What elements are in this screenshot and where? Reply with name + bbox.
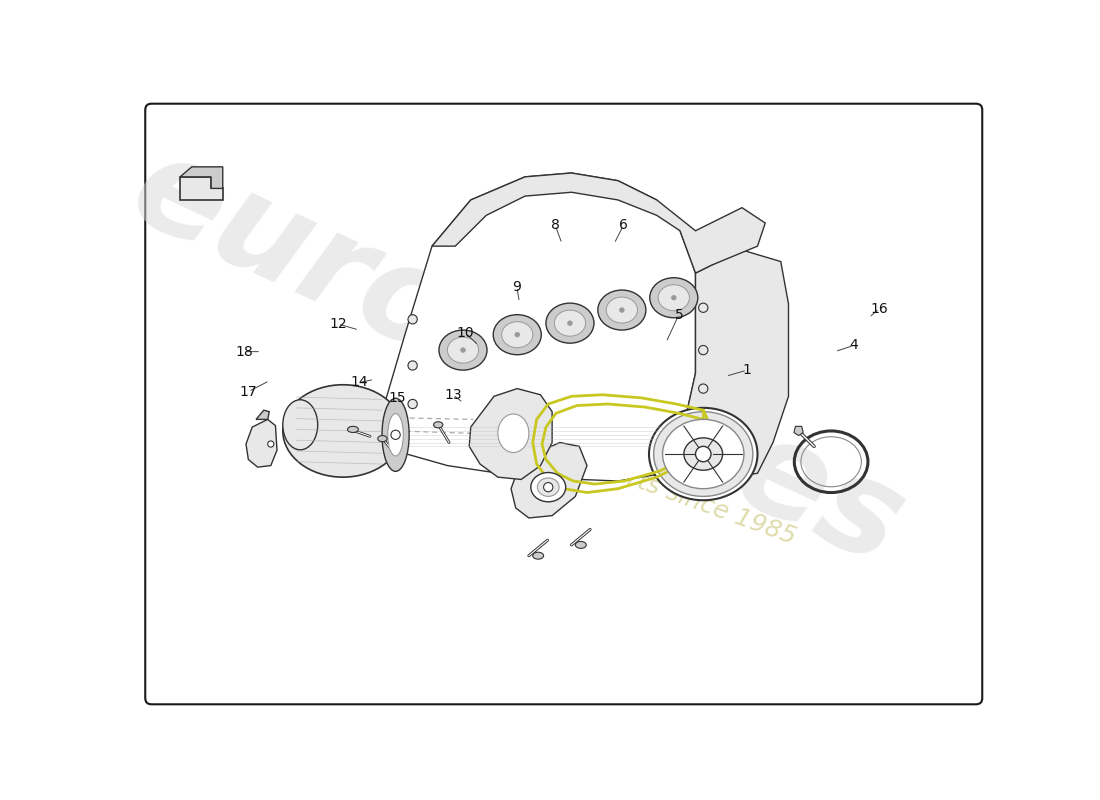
Polygon shape bbox=[256, 410, 270, 419]
Polygon shape bbox=[512, 442, 587, 518]
FancyBboxPatch shape bbox=[145, 104, 982, 704]
Text: eurospares: eurospares bbox=[112, 124, 923, 592]
Text: 15: 15 bbox=[388, 391, 406, 405]
Ellipse shape bbox=[653, 412, 752, 496]
Text: 14: 14 bbox=[350, 375, 368, 390]
Circle shape bbox=[698, 384, 708, 394]
Ellipse shape bbox=[283, 400, 318, 450]
Polygon shape bbox=[246, 419, 277, 467]
Ellipse shape bbox=[439, 330, 487, 370]
Text: 1: 1 bbox=[742, 363, 751, 377]
Ellipse shape bbox=[532, 552, 543, 559]
Circle shape bbox=[390, 430, 400, 439]
Ellipse shape bbox=[650, 278, 697, 318]
Polygon shape bbox=[180, 177, 222, 200]
Ellipse shape bbox=[649, 408, 758, 500]
Text: 12: 12 bbox=[329, 317, 346, 331]
Ellipse shape bbox=[502, 322, 532, 348]
Ellipse shape bbox=[498, 414, 529, 453]
Ellipse shape bbox=[388, 414, 404, 456]
Ellipse shape bbox=[531, 473, 565, 502]
Circle shape bbox=[543, 482, 553, 492]
Polygon shape bbox=[432, 173, 766, 273]
Polygon shape bbox=[794, 426, 803, 435]
Ellipse shape bbox=[377, 435, 387, 442]
Circle shape bbox=[408, 399, 417, 409]
Text: 8: 8 bbox=[551, 218, 560, 232]
Polygon shape bbox=[664, 250, 789, 481]
Circle shape bbox=[267, 441, 274, 447]
Circle shape bbox=[515, 332, 519, 337]
Polygon shape bbox=[470, 389, 552, 479]
Text: 9: 9 bbox=[513, 280, 521, 294]
Circle shape bbox=[408, 314, 417, 324]
Ellipse shape bbox=[575, 542, 586, 548]
Ellipse shape bbox=[538, 478, 559, 496]
Ellipse shape bbox=[546, 303, 594, 343]
Ellipse shape bbox=[283, 385, 403, 477]
Text: a passion for parts since 1985: a passion for parts since 1985 bbox=[437, 398, 800, 549]
Circle shape bbox=[408, 361, 417, 370]
Ellipse shape bbox=[382, 398, 409, 471]
Circle shape bbox=[698, 346, 708, 354]
Text: 10: 10 bbox=[456, 326, 474, 340]
Text: 5: 5 bbox=[674, 308, 683, 322]
Ellipse shape bbox=[493, 314, 541, 354]
Ellipse shape bbox=[348, 426, 359, 433]
Text: 4: 4 bbox=[849, 338, 858, 353]
Circle shape bbox=[461, 348, 465, 353]
Text: 17: 17 bbox=[240, 385, 257, 398]
Ellipse shape bbox=[554, 310, 585, 336]
Circle shape bbox=[671, 295, 676, 300]
Circle shape bbox=[695, 446, 711, 462]
Text: 16: 16 bbox=[870, 302, 888, 315]
Text: 13: 13 bbox=[444, 388, 462, 402]
Polygon shape bbox=[180, 167, 222, 188]
Text: 6: 6 bbox=[619, 218, 628, 232]
Ellipse shape bbox=[433, 422, 443, 428]
Circle shape bbox=[619, 308, 624, 312]
Ellipse shape bbox=[606, 297, 638, 323]
Ellipse shape bbox=[662, 419, 744, 489]
Ellipse shape bbox=[598, 290, 646, 330]
Polygon shape bbox=[377, 173, 695, 481]
Text: 18: 18 bbox=[235, 345, 253, 358]
Ellipse shape bbox=[658, 285, 690, 310]
Ellipse shape bbox=[448, 337, 478, 363]
Circle shape bbox=[698, 303, 708, 312]
Circle shape bbox=[568, 321, 572, 326]
Ellipse shape bbox=[684, 438, 723, 470]
